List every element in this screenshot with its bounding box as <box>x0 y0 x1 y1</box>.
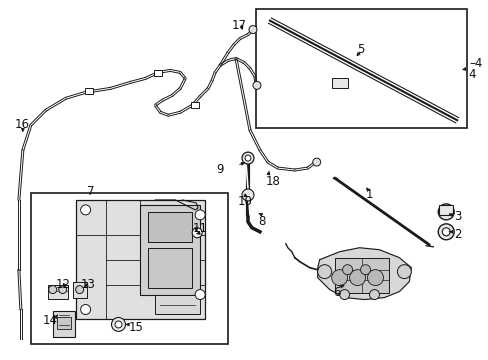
Circle shape <box>252 81 261 89</box>
Text: 11: 11 <box>192 222 207 235</box>
Bar <box>48 285 67 298</box>
Text: 4: 4 <box>467 68 475 81</box>
Circle shape <box>115 321 122 328</box>
Circle shape <box>339 289 349 300</box>
Bar <box>148 212 192 242</box>
Text: 16: 16 <box>15 118 30 131</box>
Circle shape <box>312 158 320 166</box>
Bar <box>154 71 162 76</box>
Text: 3: 3 <box>453 210 461 223</box>
Text: 10: 10 <box>238 195 252 208</box>
Bar <box>331 78 347 88</box>
Text: 1: 1 <box>365 188 372 201</box>
Circle shape <box>367 270 383 285</box>
Circle shape <box>192 228 202 238</box>
Circle shape <box>81 305 90 315</box>
Text: –4: –4 <box>468 57 482 70</box>
Bar <box>148 248 192 288</box>
Circle shape <box>242 152 253 164</box>
Text: 17: 17 <box>232 19 246 32</box>
Bar <box>191 102 199 108</box>
Bar <box>53 311 75 337</box>
Text: 9: 9 <box>216 163 223 176</box>
Circle shape <box>59 285 66 293</box>
Circle shape <box>195 210 205 220</box>
Text: 12: 12 <box>56 278 71 291</box>
Bar <box>31 193 227 345</box>
Circle shape <box>360 265 370 275</box>
Text: 6: 6 <box>332 285 340 298</box>
Text: 2: 2 <box>453 228 461 241</box>
Text: 7: 7 <box>86 185 94 198</box>
Text: 14: 14 <box>42 315 58 328</box>
Circle shape <box>244 155 250 161</box>
Bar <box>76 200 205 319</box>
Bar <box>57 318 71 329</box>
Bar <box>155 294 200 315</box>
Bar <box>73 282 86 298</box>
Circle shape <box>248 26 256 33</box>
Circle shape <box>369 289 379 300</box>
Circle shape <box>441 228 449 236</box>
Polygon shape <box>317 248 410 300</box>
Bar <box>334 258 388 293</box>
Circle shape <box>317 265 331 279</box>
Bar <box>255 9 466 128</box>
Circle shape <box>195 289 205 300</box>
Circle shape <box>437 224 453 240</box>
Text: 18: 18 <box>265 175 280 188</box>
Circle shape <box>331 270 347 285</box>
Circle shape <box>49 285 57 293</box>
Text: 13: 13 <box>81 278 95 291</box>
Text: 8: 8 <box>258 215 265 228</box>
Bar <box>438 205 452 215</box>
Circle shape <box>349 270 365 285</box>
Circle shape <box>81 205 90 215</box>
Circle shape <box>342 265 352 275</box>
Bar <box>140 205 200 294</box>
Text: 15: 15 <box>128 321 143 334</box>
Circle shape <box>242 189 253 201</box>
Bar <box>84 88 92 94</box>
Text: 5: 5 <box>357 42 364 55</box>
Circle shape <box>437 204 453 220</box>
Circle shape <box>76 285 83 293</box>
Circle shape <box>397 265 410 279</box>
Circle shape <box>111 318 125 332</box>
